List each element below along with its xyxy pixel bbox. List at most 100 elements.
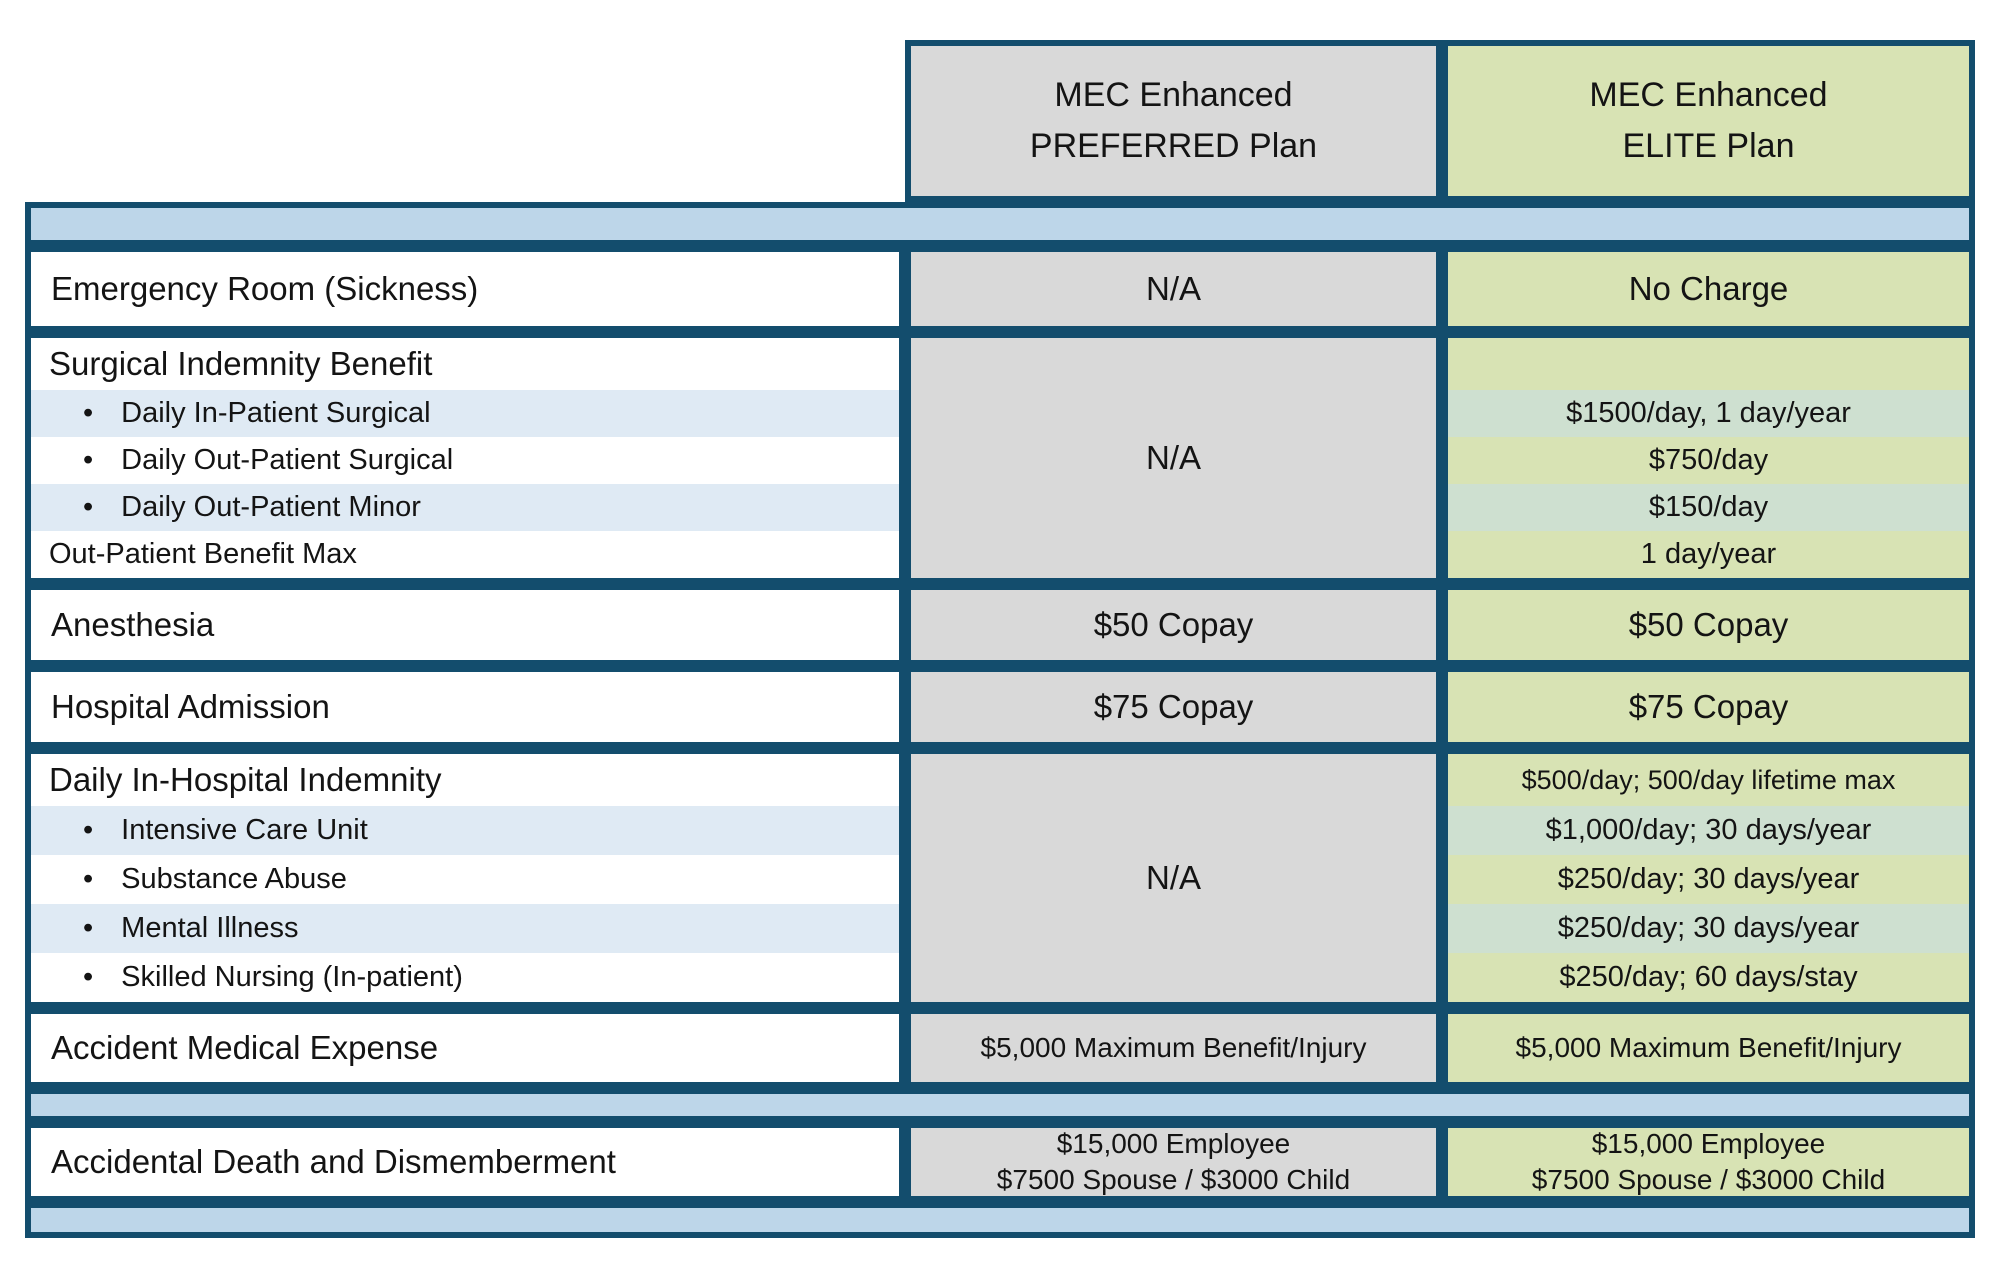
bullet-line: • Mental Illness: [31, 904, 899, 953]
divider-band-bottom: [25, 1202, 1975, 1238]
value-text: $750/day: [1648, 444, 1769, 476]
row-daily-in-hospital-indemnity: Daily In-Hospital Indemnity • Intensive C…: [25, 748, 1975, 1008]
value-line: $250/day; 30 days/year: [1448, 904, 1969, 953]
plan-comparison-table: MEC Enhanced PREFERRED Plan MEC Enhanced…: [25, 40, 1975, 1238]
bullet-line: • Substance Abuse: [31, 855, 899, 904]
label-text: Out-Patient Benefit Max: [49, 538, 357, 570]
row-hospital-admission: Hospital Admission $75 Copay $75 Copay: [25, 666, 1975, 748]
elite-value-cell: $75 Copay: [1442, 666, 1975, 748]
label-text: Intensive Care Unit: [121, 814, 368, 846]
label-text: Emergency Room (Sickness): [51, 270, 479, 307]
value-line: $250/day; 60 days/stay: [1448, 953, 1969, 1002]
elite-value-cell: $5,000 Maximum Benefit/Injury: [1442, 1008, 1975, 1088]
preferred-value-cell: $50 Copay: [905, 584, 1442, 666]
value-text: $250/day; 30 days/year: [1557, 912, 1860, 944]
value-text: $1500/day, 1 day/year: [1566, 397, 1851, 429]
row-surgical-indemnity: Surgical Indemnity Benefit • Daily In-Pat…: [25, 332, 1975, 584]
preferred-value-cell: N/A: [905, 246, 1442, 332]
value-text: $1,000/day; 30 days/year: [1545, 814, 1872, 846]
bullet-line: • Daily Out-Patient Surgical: [31, 437, 899, 484]
label-text: Anesthesia: [51, 606, 215, 643]
value-text: $15,000 Employee: [1056, 1127, 1291, 1159]
label-text: Daily In-Patient Surgical: [121, 397, 431, 429]
elite-plan-header: MEC Enhanced ELITE Plan: [1442, 40, 1975, 202]
label-cell: Accident Medical Expense: [25, 1008, 905, 1088]
value-line: $1,000/day; 30 days/year: [1448, 806, 1969, 855]
elite-value-lines: $1500/day, 1 day/year $750/day $150/day …: [1448, 338, 1969, 578]
label-text: Daily Out-Patient Minor: [121, 491, 421, 523]
elite-value-cell: $50 Copay: [1442, 584, 1975, 666]
label-text: Substance Abuse: [121, 863, 347, 895]
header-row: MEC Enhanced PREFERRED Plan MEC Enhanced…: [25, 40, 1975, 202]
row-accident-medical-expense: Accident Medical Expense $5,000 Maximum …: [25, 1008, 1975, 1088]
bullet-line: • Daily In-Patient Surgical: [31, 390, 899, 437]
value-line: $750/day: [1448, 437, 1969, 484]
value-text: $150/day: [1648, 491, 1769, 523]
bullet-icon: •: [83, 397, 94, 429]
row-emergency-room: Emergency Room (Sickness) N/A No Charge: [25, 246, 1975, 332]
preferred-plan-name-line1: MEC Enhanced: [1054, 76, 1293, 114]
bullet-line: • Daily Out-Patient Minor: [31, 484, 899, 531]
label-text: Mental Illness: [121, 912, 299, 944]
label-lines: Daily In-Hospital Indemnity • Intensive C…: [31, 754, 899, 1002]
bullet-icon: •: [83, 814, 94, 846]
preferred-value-cell: N/A: [905, 748, 1442, 1008]
value-text: $500/day; 500/day lifetime max: [1521, 764, 1896, 795]
row-anesthesia: Anesthesia $50 Copay $50 Copay: [25, 584, 1975, 666]
bullet-icon: •: [83, 491, 94, 523]
label-text: Accidental Death and Dismemberment: [51, 1143, 616, 1180]
bullet-icon: •: [83, 961, 94, 993]
bullet-icon: •: [83, 912, 94, 944]
value-line: 1 day/year: [1448, 531, 1969, 578]
row-accidental-death-dismemberment: Accidental Death and Dismemberment $15,0…: [25, 1122, 1975, 1202]
bullet-line: • Skilled Nursing (In-patient): [31, 953, 899, 1002]
value-line: $1500/day, 1 day/year: [1448, 390, 1969, 437]
label-footer-line: Out-Patient Benefit Max: [31, 531, 899, 578]
preferred-value-cell: N/A: [905, 332, 1442, 584]
value-line: [1448, 338, 1969, 390]
divider-band-middle: [25, 1088, 1975, 1122]
elite-value-lines: $500/day; 500/day lifetime max $1,000/da…: [1448, 754, 1969, 1002]
elite-plan-name-line2: ELITE Plan: [1622, 127, 1795, 165]
label-text: Accident Medical Expense: [51, 1029, 439, 1066]
label-cell: Emergency Room (Sickness): [25, 246, 905, 332]
value-text: $7500 Spouse / $3000 Child: [996, 1164, 1351, 1195]
preferred-value-cell: $75 Copay: [905, 666, 1442, 748]
label-cell: Hospital Admission: [25, 666, 905, 748]
label-text: Skilled Nursing (In-patient): [121, 961, 463, 993]
elite-value-cell: $1500/day, 1 day/year $750/day $150/day …: [1442, 332, 1975, 584]
label-cell: Accidental Death and Dismemberment: [25, 1122, 905, 1202]
section-title: Surgical Indemnity Benefit: [31, 338, 899, 390]
label-text: Daily Out-Patient Surgical: [121, 444, 454, 476]
value-line: $500/day; 500/day lifetime max: [1448, 754, 1969, 806]
preferred-plan-name-line2: PREFERRED Plan: [1029, 127, 1318, 165]
value-line: $150/day: [1448, 484, 1969, 531]
preferred-value-cell: $5,000 Maximum Benefit/Injury: [905, 1008, 1442, 1088]
elite-value-cell: No Charge: [1442, 246, 1975, 332]
elite-value-cell: $15,000 Employee $7500 Spouse / $3000 Ch…: [1442, 1122, 1975, 1202]
value-text: $250/day; 60 days/stay: [1559, 961, 1858, 993]
label-lines: Surgical Indemnity Benefit • Daily In-Pat…: [31, 338, 899, 578]
value-line: $250/day; 30 days/year: [1448, 855, 1969, 904]
elite-plan-name-line1: MEC Enhanced: [1589, 76, 1828, 114]
value-text: $250/day; 30 days/year: [1557, 863, 1860, 895]
elite-value-cell: $500/day; 500/day lifetime max $1,000/da…: [1442, 748, 1975, 1008]
label-cell: Anesthesia: [25, 584, 905, 666]
label-cell: Daily In-Hospital Indemnity • Intensive C…: [25, 748, 905, 1008]
label-text: Daily In-Hospital Indemnity: [49, 761, 442, 798]
label-cell: Surgical Indemnity Benefit • Daily In-Pat…: [25, 332, 905, 584]
header-spacer: [25, 40, 905, 202]
label-text: Hospital Admission: [51, 688, 330, 725]
value-text: $15,000 Employee: [1591, 1127, 1826, 1159]
value-text: $7500 Spouse / $3000 Child: [1531, 1164, 1886, 1195]
divider-band-top: [25, 202, 1975, 246]
preferred-plan-header: MEC Enhanced PREFERRED Plan: [905, 40, 1442, 202]
value-text: 1 day/year: [1640, 538, 1777, 570]
bullet-icon: •: [83, 444, 94, 476]
preferred-value-cell: $15,000 Employee $7500 Spouse / $3000 Ch…: [905, 1122, 1442, 1202]
bullet-icon: •: [83, 863, 94, 895]
label-text: Surgical Indemnity Benefit: [49, 345, 433, 382]
section-title: Daily In-Hospital Indemnity: [31, 754, 899, 806]
bullet-line: • Intensive Care Unit: [31, 806, 899, 855]
